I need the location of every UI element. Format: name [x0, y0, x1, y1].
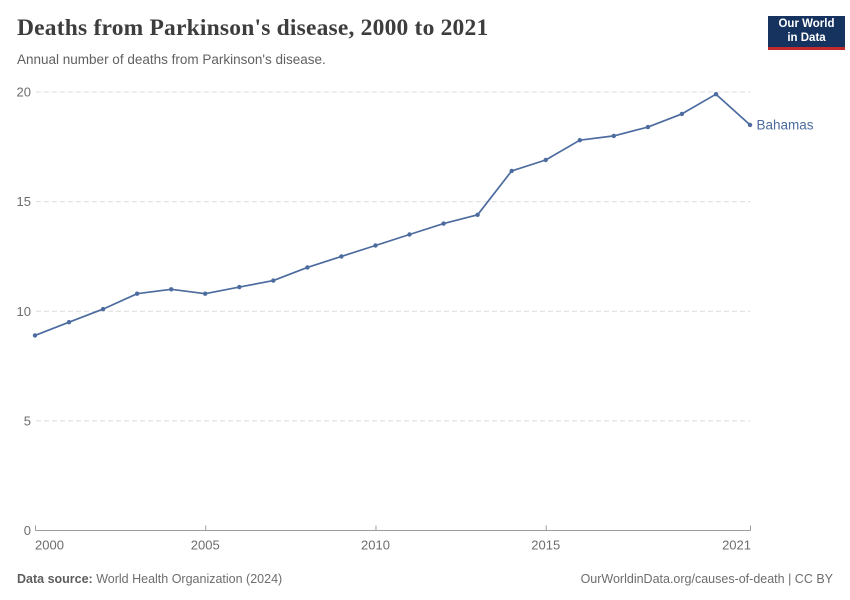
y-axis-tick-label-15: 15 — [17, 194, 31, 209]
data-point-marker — [407, 232, 412, 237]
y-axis-tick-label-0: 0 — [24, 523, 31, 538]
owid-logo: Our World in Data — [768, 16, 845, 50]
data-point-marker — [32, 333, 38, 338]
data-point-marker — [66, 320, 72, 325]
x-axis-tick-label-2000: 2000 — [35, 538, 64, 553]
chart-title: Deaths from Parkinson's disease, 2000 to… — [17, 15, 489, 41]
y-axis-tick-label-10: 10 — [17, 304, 31, 319]
data-point-marker — [713, 92, 719, 97]
series-end-label: Bahamas — [757, 117, 814, 132]
y-axis-tick-label-20: 20 — [17, 85, 31, 100]
data-source-value: World Health Organization (2024) — [92, 572, 283, 586]
data-point-marker — [339, 254, 344, 259]
x-axis-tick-label-2021: 2021 — [722, 538, 751, 553]
x-axis-tick-label-2005: 2005 — [191, 538, 220, 553]
data-point-marker — [543, 157, 548, 163]
data-point-marker — [441, 221, 446, 226]
y-axis-tick-label-5: 5 — [24, 413, 31, 428]
series-line-bahamas — [34, 93, 751, 337]
license-note: OurWorldinData.org/causes-of-death | CC … — [580, 572, 833, 586]
chart-subtitle: Annual number of deaths from Parkinson's… — [17, 52, 326, 68]
data-point-marker — [134, 291, 140, 296]
data-point-marker — [203, 291, 208, 296]
data-point-marker — [100, 306, 106, 312]
data-point-marker — [577, 138, 582, 143]
data-point-marker — [679, 111, 685, 117]
data-point-marker — [271, 278, 276, 283]
data-point-marker — [475, 212, 480, 217]
x-axis-tick-label-2015: 2015 — [531, 538, 560, 553]
data-point-marker — [169, 287, 174, 292]
data-source: Data source: World Health Organization (… — [17, 572, 282, 586]
x-axis-tick-label-2010: 2010 — [361, 538, 390, 553]
data-source-label: Data source: — [17, 572, 93, 586]
data-point-marker — [237, 284, 242, 290]
data-point-marker — [373, 243, 378, 248]
owid-logo-line2: in Data — [787, 31, 826, 44]
chart-footer: Data source: World Health Organization (… — [17, 572, 833, 586]
owid-logo-line1: Our World — [778, 18, 835, 31]
data-point-marker — [509, 168, 514, 174]
data-point-marker — [645, 124, 651, 130]
chart-header: Deaths from Parkinson's disease, 2000 to… — [17, 14, 755, 69]
data-point-marker — [305, 265, 310, 270]
data-point-marker — [611, 133, 616, 139]
data-point-marker — [747, 122, 753, 128]
